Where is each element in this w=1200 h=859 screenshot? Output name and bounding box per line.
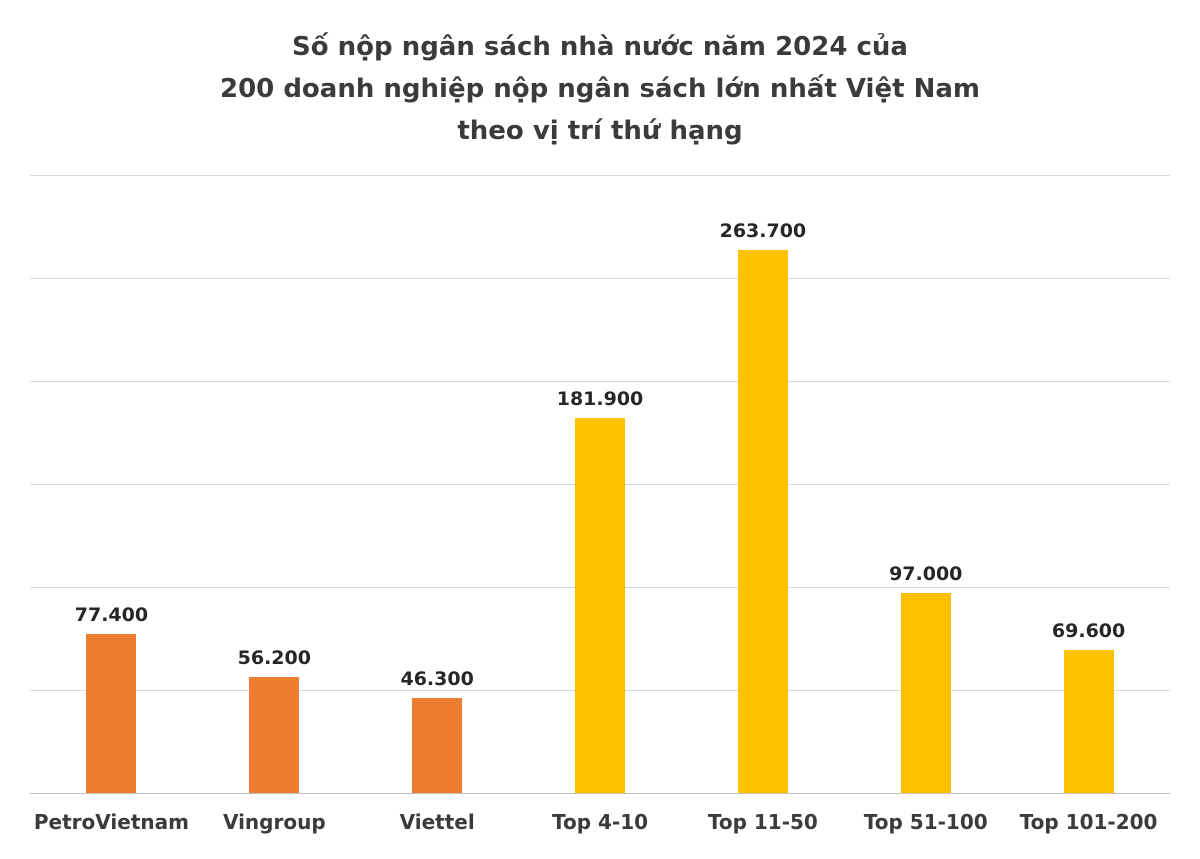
gridline (30, 278, 1170, 279)
bar-petrovietnam (86, 633, 137, 793)
bar-viettel (412, 697, 463, 793)
bar-vingroup (249, 677, 300, 793)
bar-value-label: 46.300 (400, 667, 474, 690)
gridline (30, 175, 1170, 176)
bar-value-label: 263.700 (719, 219, 807, 242)
bar-column: 97.000 (844, 175, 1007, 793)
bar-top-11-50 (737, 249, 788, 793)
x-axis-label: Vingroup (222, 810, 326, 834)
bar-column: 69.600 (1007, 175, 1170, 793)
chart-title-line-1: Số nộp ngân sách nhà nước năm 2024 của (292, 32, 908, 62)
bar-value-label: 97.000 (889, 563, 963, 586)
bar-top-101-200 (1063, 649, 1114, 793)
bar-top-51-100 (900, 593, 951, 793)
bar-value-label: 181.900 (556, 388, 644, 411)
bar-column: 77.400 (30, 175, 193, 793)
bar-column: 263.700 (681, 175, 844, 793)
x-axis-label: Viettel (399, 810, 475, 834)
plot-area: 77.400 56.200 46.300 181.900 263.700 97.000 69… (30, 175, 1170, 794)
x-axis-label: Top 11-50 (707, 810, 818, 834)
chart-title-line-2: 200 doanh nghiệp nộp ngân sách lớn nhất … (220, 74, 980, 104)
x-axis-labels: PetroVietnam Vingroup Viettel Top 4-10 Top 1… (30, 794, 1170, 834)
bars-container: 77.400 56.200 46.300 181.900 263.700 97.000 69… (30, 175, 1170, 793)
x-axis-label: Top 101-200 (1019, 810, 1158, 834)
bar-column: 181.900 (519, 175, 682, 793)
bar-column: 56.200 (193, 175, 356, 793)
gridline (30, 381, 1170, 382)
bar-top-4-10 (575, 418, 625, 793)
chart-title: Số nộp ngân sách nhà nước năm 2024 của 2… (0, 0, 1200, 152)
bar-value-label: 77.400 (74, 603, 149, 626)
x-axis-label: PetroVietnam (33, 810, 189, 834)
x-axis-label: Top 4-10 (551, 810, 649, 834)
bar-value-label: 56.200 (237, 647, 311, 670)
x-axis-label: Top 51-100 (863, 810, 988, 834)
chart-title-line-3: theo vị trí thứ hạng (457, 116, 743, 146)
bar-value-label: 69.600 (1051, 619, 1126, 642)
bar-column: 46.300 (356, 175, 519, 793)
